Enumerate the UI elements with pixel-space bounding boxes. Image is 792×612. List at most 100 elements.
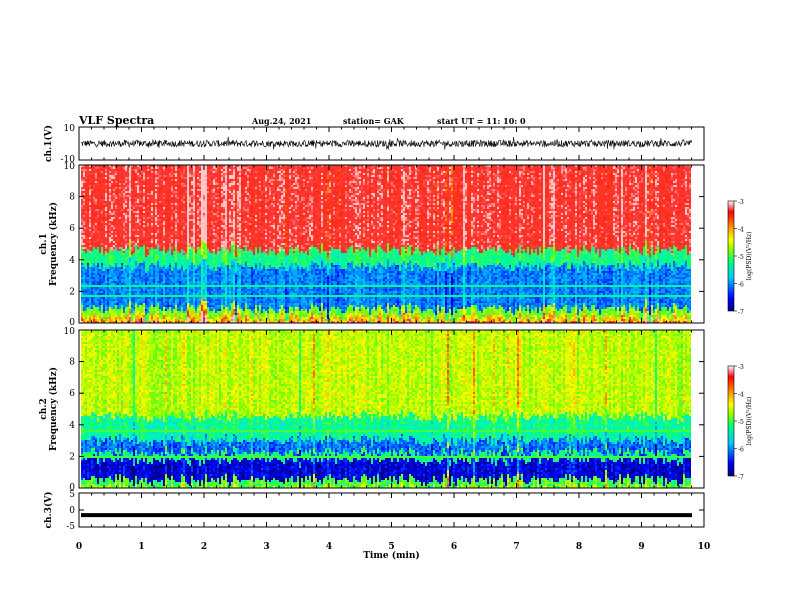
spectrogram-cell bbox=[97, 259, 99, 261]
spectrogram-cell bbox=[97, 171, 99, 173]
spectrogram-cell bbox=[105, 261, 107, 263]
spectrogram-cell bbox=[103, 261, 105, 263]
spectrogram-cell bbox=[105, 199, 107, 201]
spectrogram-cell bbox=[83, 191, 85, 193]
spectrogram-cell bbox=[83, 263, 85, 265]
spectrogram-cell bbox=[107, 243, 109, 245]
spectrogram-cell bbox=[93, 213, 95, 215]
spectrogram-cell bbox=[107, 261, 109, 263]
spectrogram-cell bbox=[89, 169, 91, 171]
spectrogram-cell bbox=[149, 241, 151, 243]
spectrogram-cell bbox=[81, 197, 83, 199]
spectrogram-cell bbox=[93, 231, 95, 233]
spectrogram-cell bbox=[135, 217, 137, 219]
spectrogram-cell bbox=[113, 197, 115, 199]
spectrogram-cell bbox=[141, 201, 143, 203]
spectrogram-cell bbox=[89, 173, 91, 175]
spectrogram-cell bbox=[93, 247, 95, 249]
spectrogram-cell bbox=[119, 201, 121, 203]
spectrogram-cell bbox=[117, 215, 119, 217]
spectrogram-cell bbox=[141, 315, 143, 317]
spectrogram-cell bbox=[105, 167, 107, 169]
spectrogram-cell bbox=[101, 301, 103, 303]
spectrogram-cell bbox=[141, 189, 143, 191]
spectrogram-cell bbox=[101, 313, 103, 315]
spectrogram-cell bbox=[147, 317, 149, 319]
spectrogram-cell bbox=[127, 279, 129, 281]
spectrogram-cell bbox=[101, 231, 103, 233]
spectrogram-cell bbox=[151, 265, 153, 267]
spectrogram-cell bbox=[119, 247, 121, 249]
spectrogram-cell bbox=[139, 169, 141, 171]
spectrogram-cell bbox=[123, 285, 125, 287]
spectrogram-cell bbox=[99, 185, 101, 187]
spectrogram-cell bbox=[149, 209, 151, 211]
spectrogram-cell bbox=[151, 251, 153, 253]
spectrogram-cell bbox=[129, 239, 131, 241]
spectrogram-cell bbox=[133, 191, 135, 193]
spectrogram-cell bbox=[93, 285, 95, 287]
spectrogram-cell bbox=[115, 205, 117, 207]
spectrogram-cell bbox=[125, 205, 127, 207]
spectrogram-cell bbox=[81, 187, 83, 189]
spectrogram-cell bbox=[81, 175, 83, 177]
spectrogram-cell bbox=[143, 269, 145, 271]
spectrogram-cell bbox=[95, 199, 97, 201]
spectrogram-cell bbox=[149, 233, 151, 235]
spectrogram-cell bbox=[89, 263, 91, 265]
spectrogram-cell bbox=[111, 211, 113, 213]
spectrogram-cell bbox=[137, 235, 139, 237]
spectrogram-cell bbox=[97, 279, 99, 281]
spectrogram-cell bbox=[89, 215, 91, 217]
spectrogram-cell bbox=[111, 251, 113, 253]
spectrogram-cell bbox=[85, 303, 87, 305]
spectrogram-cell bbox=[89, 247, 91, 249]
spectrogram-cell bbox=[143, 221, 145, 223]
spectrogram-cell bbox=[83, 255, 85, 257]
spectrogram-cell bbox=[103, 229, 105, 231]
spectrogram-cell bbox=[127, 253, 129, 255]
spectrogram-cell bbox=[81, 183, 83, 185]
spectrogram-cell bbox=[131, 217, 133, 219]
spectrogram-cell bbox=[115, 173, 117, 175]
spectrogram-cell bbox=[139, 205, 141, 207]
spectrogram-cell bbox=[129, 191, 131, 193]
spectrogram-cell bbox=[121, 257, 123, 259]
spectrogram-cell bbox=[117, 237, 119, 239]
spectrogram-cell bbox=[97, 255, 99, 257]
spectrogram-cell bbox=[105, 259, 107, 261]
spectrogram-cell bbox=[151, 233, 153, 235]
spectrogram-cell bbox=[93, 273, 95, 275]
spectrogram-cell bbox=[131, 251, 133, 253]
spectrogram-cell bbox=[117, 197, 119, 199]
spectrogram-cell bbox=[131, 167, 133, 169]
spectrogram-cell bbox=[113, 287, 115, 289]
spectrogram-cell bbox=[125, 265, 127, 267]
spectrogram-cell bbox=[125, 245, 127, 247]
spectrogram-cell bbox=[97, 307, 99, 309]
spectrogram-cell bbox=[113, 225, 115, 227]
spectrogram-cell bbox=[151, 167, 153, 169]
spectrogram-cell bbox=[85, 251, 87, 253]
spectrogram-cell bbox=[99, 243, 101, 245]
spectrogram-cell bbox=[99, 293, 101, 295]
spectrogram-cell bbox=[101, 187, 103, 189]
spectrogram-cell bbox=[151, 291, 153, 293]
spectrogram-cell bbox=[83, 261, 85, 263]
spectrogram-cell bbox=[103, 207, 105, 209]
spectrogram-cell bbox=[105, 279, 107, 281]
spectrogram-cell bbox=[117, 271, 119, 273]
spectrogram-cell bbox=[89, 305, 91, 307]
spectrogram-cell bbox=[101, 203, 103, 205]
spectrogram-cell bbox=[119, 189, 121, 191]
spectrogram-cell bbox=[119, 313, 121, 315]
spectrogram-cell bbox=[85, 231, 87, 233]
spectrogram-cell bbox=[113, 167, 115, 169]
spectrogram-cell bbox=[125, 285, 127, 287]
spectrogram-cell bbox=[83, 219, 85, 221]
spectrogram-cell bbox=[123, 195, 125, 197]
spectrogram-cell bbox=[103, 271, 105, 273]
spectrogram-cell bbox=[123, 209, 125, 211]
spectrogram-cell bbox=[119, 303, 121, 305]
spectrogram-cell bbox=[91, 251, 93, 253]
